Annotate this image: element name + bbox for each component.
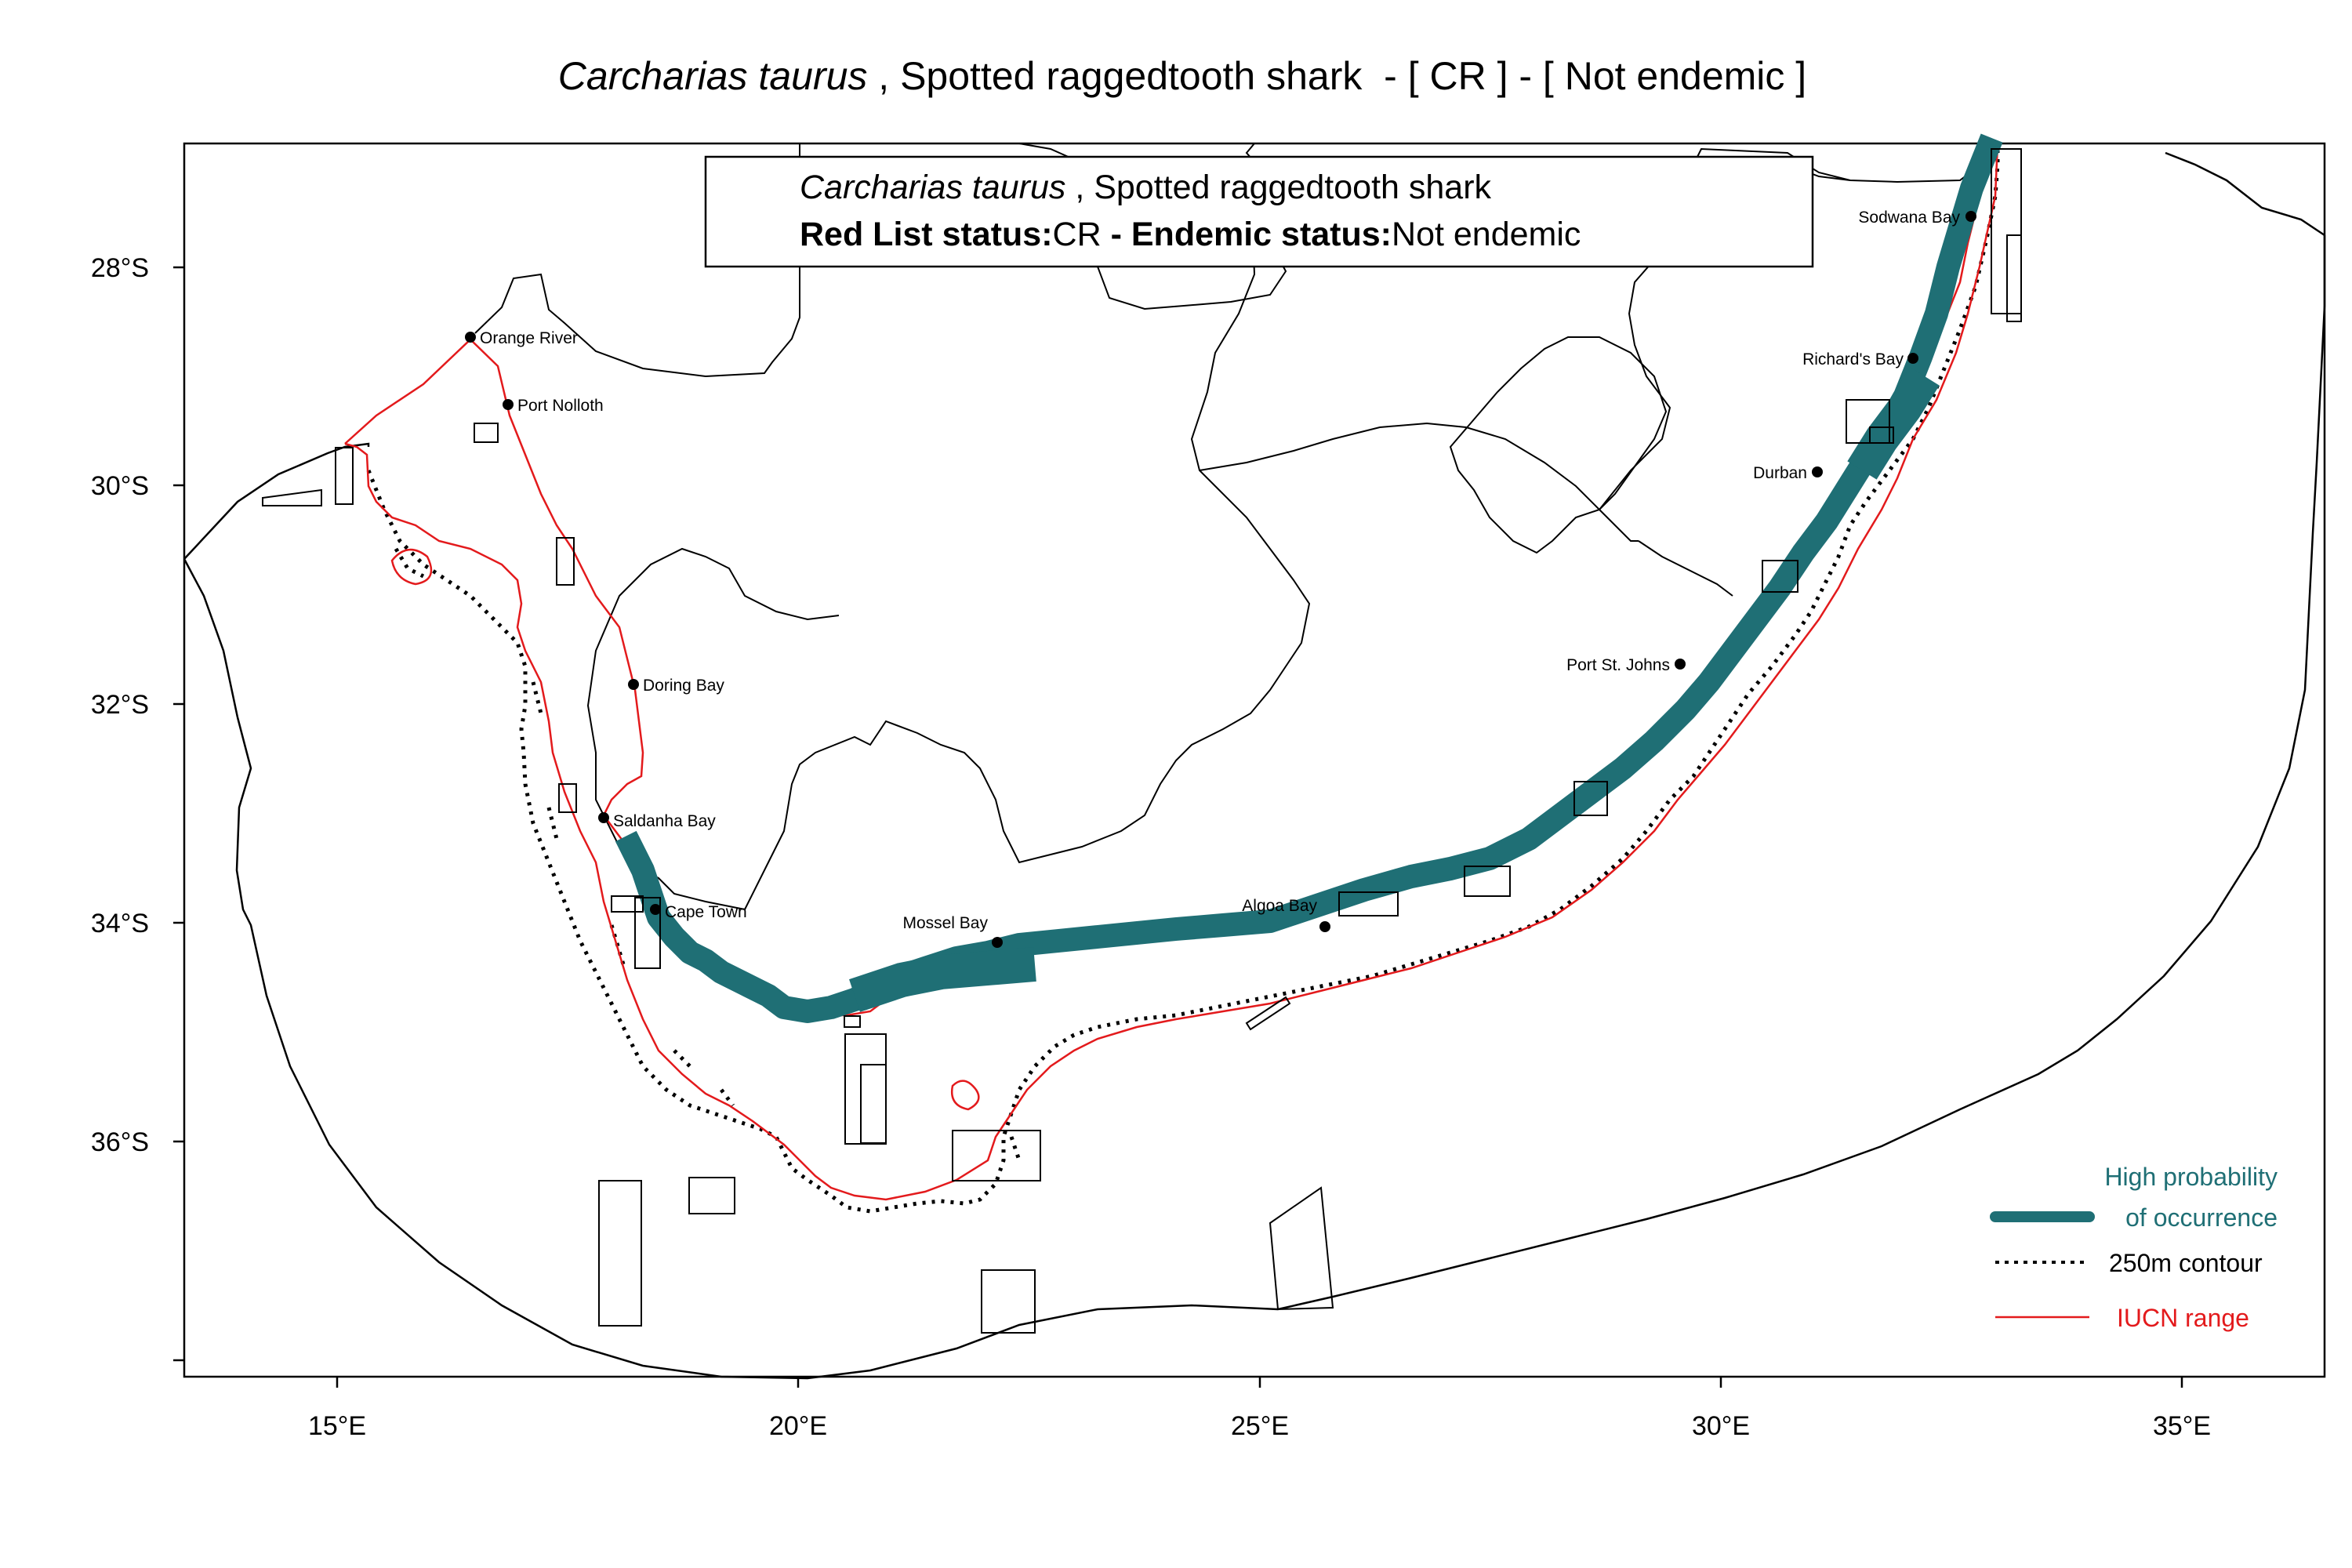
eez-east-segment <box>2165 151 2325 237</box>
x-axis <box>336 1377 2183 1388</box>
place-label: Algoa Bay <box>1242 897 1317 915</box>
place-dot <box>1319 921 1330 932</box>
place-cape-town: Cape Town <box>650 903 747 921</box>
eez-boundary <box>183 235 2326 1380</box>
place-mossel-bay: Mossel Bay <box>902 914 1003 948</box>
lesotho-border <box>1449 336 1668 554</box>
place-dot <box>1907 353 1918 364</box>
place-durban: Durban <box>1753 464 1823 482</box>
place-label: Orange River <box>480 329 578 347</box>
occurrence-band-wide <box>849 367 1940 1012</box>
red-list-value: CR <box>1053 216 1102 253</box>
legend-occurrence-line2: of occurrence <box>2125 1203 2278 1232</box>
y-tick-label: 32°S <box>91 690 149 720</box>
info-status-line: Red List status:CR - Endemic status:Not … <box>800 216 1581 253</box>
place-dot <box>650 904 661 915</box>
place-label: Richard's Bay <box>1802 350 1904 368</box>
y-tick-label: 30°S <box>91 471 149 501</box>
place-dot <box>1812 466 1823 477</box>
map-layers <box>183 133 2326 1380</box>
x-tick-label: 20°E <box>769 1411 827 1441</box>
legend-iucn-label: IUCN range <box>2117 1304 2249 1332</box>
place-dot <box>465 332 476 343</box>
map-title: Carcharias taurus , Spotted raggedtooth … <box>558 54 1806 98</box>
endemic-label: - Endemic status: <box>1102 216 1392 253</box>
x-tick-label: 25°E <box>1231 1411 1289 1441</box>
info-species-name: Carcharias taurus <box>800 169 1065 206</box>
place-dot <box>1965 211 1976 222</box>
occurrence-band <box>615 133 2003 1023</box>
y-tick-label: 36°S <box>91 1127 149 1157</box>
y-axis-labels: 28°S 30°S 32°S 34°S 36°S <box>91 253 149 1157</box>
info-box-frame <box>704 155 1814 268</box>
info-species-line: Carcharias taurus , Spotted raggedtooth … <box>800 169 1492 206</box>
place-port-st-johns: Port St. Johns <box>1566 656 1686 674</box>
y-tick-label: 28°S <box>91 253 149 283</box>
place-label: Sodwana Bay <box>1858 209 1960 227</box>
place-dot <box>503 399 514 410</box>
x-tick-label: 15°E <box>308 1411 366 1441</box>
place-dot <box>1675 659 1686 670</box>
place-port-nolloth: Port Nolloth <box>503 397 604 415</box>
place-saldanha-bay: Saldanha Bay <box>598 812 716 830</box>
eez-west-segment <box>183 558 239 718</box>
title-common-name: , Spotted raggedtooth shark - [ CR ] - [… <box>867 54 1806 98</box>
place-doring-bay: Doring Bay <box>628 677 724 695</box>
place-dot <box>628 679 639 690</box>
species-info-box: Carcharias taurus , Spotted raggedtooth … <box>704 155 1814 268</box>
place-orange-river: Orange River <box>465 329 578 347</box>
legend-occurrence-line1: High probability <box>2104 1163 2278 1191</box>
place-dot <box>598 812 609 823</box>
x-tick-label: 35°E <box>2153 1411 2211 1441</box>
red-list-label: Red List status: <box>800 216 1053 253</box>
place-markers: Orange River Port Nolloth Doring Bay Sal… <box>465 209 1976 948</box>
info-common-name: , Spotted raggedtooth shark <box>1065 169 1491 206</box>
place-richards-bay: Richard's Bay <box>1802 350 1918 368</box>
mpa-rectangles <box>262 148 2022 1334</box>
legend-contour-label: 250m contour <box>2109 1249 2263 1277</box>
endemic-value: Not endemic <box>1392 216 1581 253</box>
place-label: Saldanha Bay <box>613 812 716 830</box>
x-axis-labels: 15°E 20°E 25°E 30°E 35°E <box>308 1411 2211 1441</box>
place-label: Port St. Johns <box>1566 656 1670 674</box>
place-label: Cape Town <box>665 903 747 921</box>
contour-250m-islands <box>394 547 1022 1161</box>
plot-frame <box>183 142 2326 1378</box>
place-label: Durban <box>1753 464 1807 482</box>
y-axis <box>173 266 184 1362</box>
place-label: Port Nolloth <box>517 397 604 415</box>
place-sodwana-bay: Sodwana Bay <box>1858 209 1976 227</box>
place-label: Doring Bay <box>643 677 724 695</box>
contour-250m <box>366 143 2000 1214</box>
place-label: Mossel Bay <box>902 914 988 932</box>
place-algoa-bay: Algoa Bay <box>1242 897 1330 932</box>
x-tick-label: 30°E <box>1692 1411 1750 1441</box>
place-dot <box>992 937 1003 948</box>
map-legend: High probability of occurrence 250m cont… <box>1990 1163 2278 1332</box>
title-species-name: Carcharias taurus <box>558 54 868 98</box>
y-tick-label: 34°S <box>91 909 149 938</box>
iucn-range-islands <box>390 549 980 1111</box>
